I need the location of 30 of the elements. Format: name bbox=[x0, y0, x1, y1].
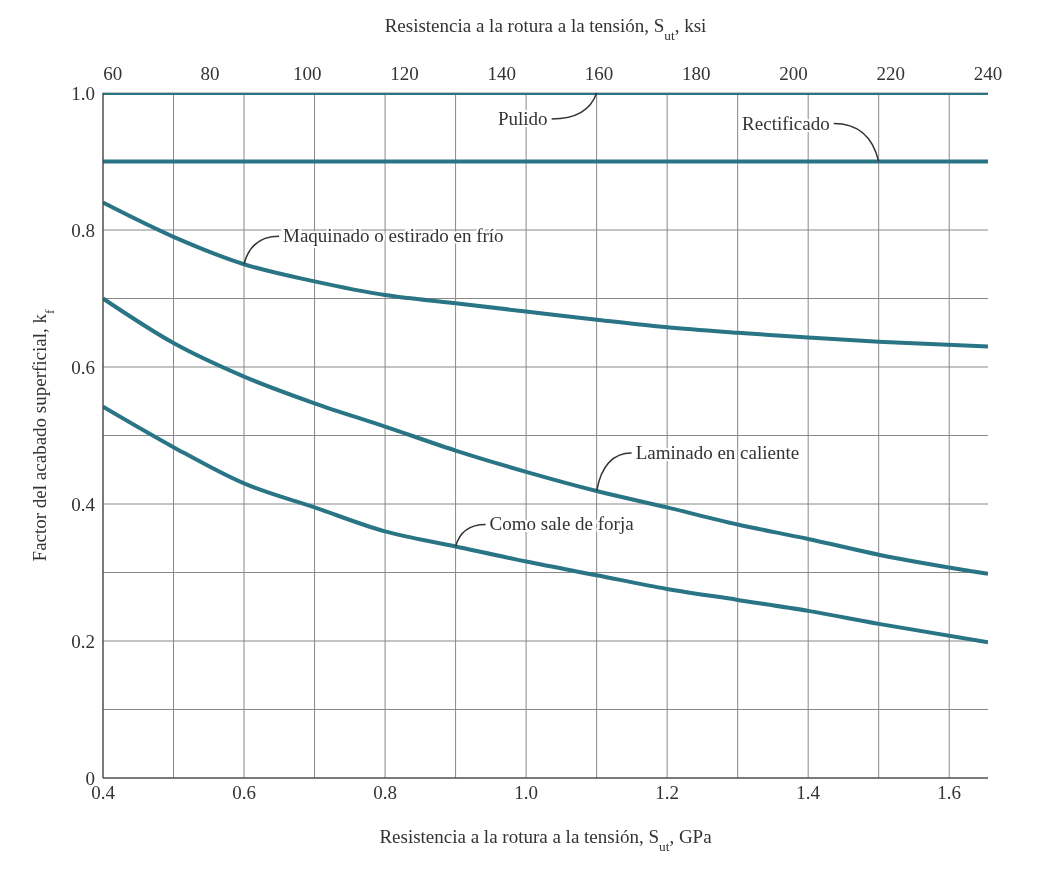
series-label: Rectificado bbox=[742, 112, 830, 134]
x2-tick-label: 80 bbox=[200, 63, 220, 84]
y-tick-label: 0.6 bbox=[71, 356, 95, 378]
x2-tick-label: 120 bbox=[390, 63, 419, 84]
line-series bbox=[103, 404, 988, 645]
line-series bbox=[103, 296, 988, 576]
x2-tick-label: 240 bbox=[973, 63, 1003, 84]
x2-tick-label: 60 bbox=[103, 63, 123, 84]
x-tick-label: 1.4 bbox=[796, 782, 821, 804]
x-axis-title: Resistencia a la rotura a la tensión, S$_{ut}$, GPa bbox=[379, 826, 713, 854]
x-tick-label: 1.6 bbox=[937, 782, 962, 804]
x2-axis-title: Resistencia a la rotura a la tensión, S$_{ut}$, ksi bbox=[384, 15, 707, 43]
x-tick-label: 1.0 bbox=[514, 782, 538, 804]
series-label: Pulido bbox=[498, 108, 548, 129]
x2-tick-label: 220 bbox=[876, 63, 905, 84]
y-tick-label: 1.0 bbox=[71, 82, 95, 104]
x-tick-label: 0.6 bbox=[232, 782, 256, 804]
x2-tick-label: 200 bbox=[779, 63, 808, 84]
x-tick-label: 1.2 bbox=[655, 782, 680, 804]
x2-tick-label: 100 bbox=[292, 63, 322, 84]
series-label: Como sale de forja bbox=[489, 513, 635, 535]
y-tick-label: 0.8 bbox=[71, 219, 95, 241]
x2-tick-label: 180 bbox=[681, 63, 711, 84]
line-series bbox=[103, 200, 988, 349]
x2-tick-label: 160 bbox=[584, 63, 614, 84]
x2-tick-label: 140 bbox=[487, 63, 516, 84]
series-label: Laminado en caliente bbox=[635, 441, 800, 463]
x-tick-label: 0.8 bbox=[373, 782, 397, 804]
y-tick-label: 0.2 bbox=[71, 630, 95, 652]
y-tick-label: 0.4 bbox=[71, 493, 96, 515]
